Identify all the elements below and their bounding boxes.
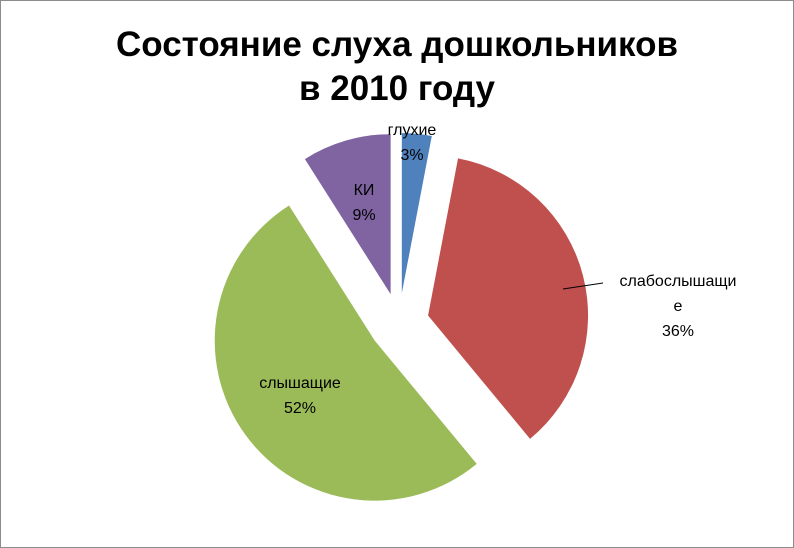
data-label-1: глухие 3% [388,122,437,164]
pie-slice-3 [214,205,477,501]
pie-slice-4 [304,134,391,295]
data-label-1-line-2: 3% [400,147,423,164]
data-label-1-line-1: глухие [388,122,437,139]
data-label-2-line-2: е [674,298,683,315]
data-label-4: КИ 9% [352,182,375,224]
chart-title-line-2: в 2010 году [299,69,495,108]
data-label-3-line-2: 52% [284,400,316,417]
data-label-2-line-3: 36% [662,323,694,340]
data-label-4-line-1: КИ [354,182,375,199]
leader-line-2 [562,282,604,290]
data-label-2-line-1: слабослышащи [620,273,737,290]
pie-slice-1 [401,133,432,294]
data-label-3-line-1: слышащие [259,375,341,392]
data-label-4-line-2: 9% [352,207,375,224]
chart-title-line-1: Состояние слуха дошкольников [116,25,678,64]
data-label-3: слышащие 52% [259,375,341,417]
pie-slice-2 [428,158,589,439]
data-label-2: слабослышащи е 36% [620,273,737,340]
